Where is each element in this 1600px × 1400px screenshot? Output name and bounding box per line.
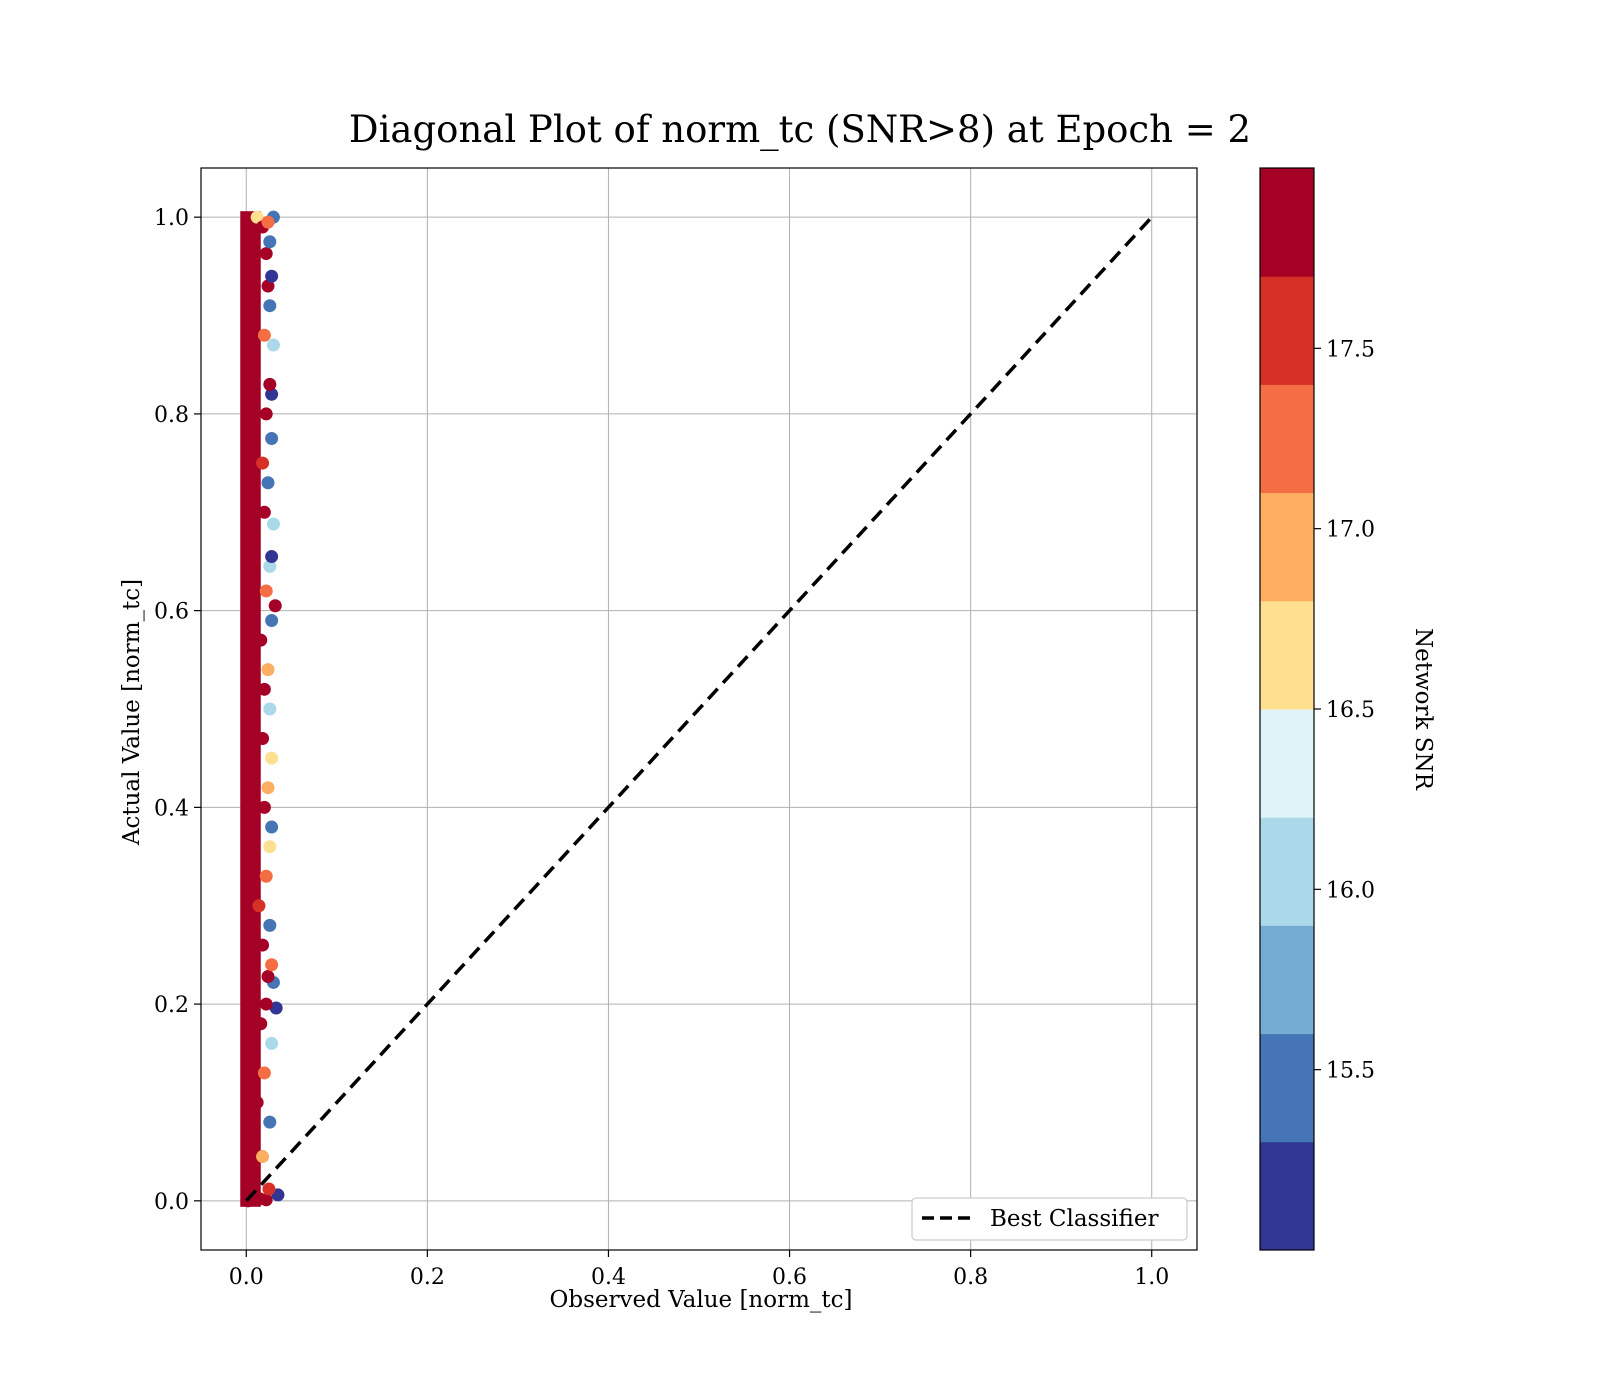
scatter-point <box>261 279 275 293</box>
scatter-point <box>265 613 279 627</box>
scatter-point <box>265 820 279 834</box>
scatter-point <box>263 235 277 249</box>
scatter-point <box>265 387 279 401</box>
y-tick-label: 0.4 <box>154 796 189 821</box>
y-axis-label: Actual Value [norm_tc] <box>119 579 145 846</box>
colorbar-band <box>1260 925 1314 1035</box>
legend-entry-best-classifier: Best Classifier <box>990 1206 1158 1232</box>
scatter-point <box>250 1095 264 1109</box>
scatter-point <box>243 1164 257 1178</box>
colorbar-band <box>1260 384 1314 494</box>
scatter-point <box>256 1150 270 1164</box>
scatter-points <box>241 210 285 1208</box>
scatter-point <box>263 1115 277 1129</box>
scatter-point <box>257 328 271 342</box>
scatter-point <box>257 505 271 519</box>
colorbar-tick-label: 16.5 <box>1326 698 1375 723</box>
colorbar-tick-label: 17.5 <box>1326 337 1375 362</box>
legend-box <box>911 1197 1188 1241</box>
y-tick-label: 0.6 <box>154 600 189 625</box>
colorbar-tick-label: 17.0 <box>1326 518 1375 543</box>
scatter-point <box>256 938 270 952</box>
scatter-point <box>265 1036 279 1050</box>
scatter-point <box>265 751 279 765</box>
legend: Best Classifier <box>911 1197 1188 1241</box>
scatter-point <box>261 781 275 795</box>
scatter-point <box>259 1193 273 1207</box>
x-axis: 0.0 0.2 0.4 0.6 0.8 1.0 <box>229 1250 1169 1290</box>
scatter-point <box>265 550 279 564</box>
scatter-point <box>262 1182 276 1196</box>
scatter-point <box>263 559 277 573</box>
scatter-point <box>259 584 273 598</box>
scatter-point <box>257 682 271 696</box>
scatter-point <box>261 476 275 490</box>
colorbar-ticks: 15.5 16.0 16.5 17.0 17.5 <box>1314 337 1375 1084</box>
scatter-point <box>268 599 282 613</box>
scatter-point <box>252 899 266 913</box>
scatter-point <box>263 299 277 313</box>
scatter-point <box>265 958 279 972</box>
x-tick-label: 0.8 <box>953 1265 988 1290</box>
colorbar: 15.5 16.0 16.5 17.0 17.5 Network SNR <box>1259 167 1436 1251</box>
dense-column-band <box>240 211 261 1207</box>
scatter-point <box>256 732 270 746</box>
scatter-point <box>261 970 275 984</box>
scatter-point <box>261 215 275 229</box>
scatter-point <box>254 1017 268 1031</box>
scatter-point <box>259 997 273 1011</box>
x-tick-label: 1.0 <box>1134 1265 1169 1290</box>
scatter-point <box>263 840 277 854</box>
colorbar-bands <box>1260 168 1314 1251</box>
y-axis: 0.0 0.2 0.4 0.6 0.8 1.0 <box>154 206 201 1215</box>
scatter-point <box>266 517 280 531</box>
scatter-point <box>256 456 270 470</box>
y-tick-label: 0.8 <box>154 403 189 428</box>
x-axis-label: Observed Value [norm_tc] <box>550 1287 853 1313</box>
best-classifier-line <box>244 215 1154 1203</box>
scatter-point <box>261 663 275 677</box>
colorbar-band <box>1260 709 1314 818</box>
y-tick-label: 0.2 <box>154 993 189 1018</box>
colorbar-band <box>1260 168 1314 277</box>
colorbar-tick-label: 16.0 <box>1326 878 1375 903</box>
scatter-point <box>266 338 280 352</box>
scatter-point <box>263 377 277 391</box>
colorbar-band <box>1260 1033 1314 1143</box>
x-tick-label: 0.4 <box>591 1265 626 1290</box>
y-tick-label: 0.0 <box>154 1190 189 1215</box>
scatter-point <box>259 869 273 883</box>
colorbar-band <box>1260 492 1314 602</box>
scatter-point <box>263 702 277 716</box>
scatter-point <box>265 432 279 445</box>
colorbar-band <box>1260 817 1314 926</box>
scatter-point <box>257 1066 271 1080</box>
x-tick-label: 0.2 <box>410 1265 445 1290</box>
scatter-point <box>269 1001 283 1015</box>
scatter-point <box>257 800 271 814</box>
scatter-point <box>259 407 273 421</box>
dense-point-column <box>240 211 261 1207</box>
colorbar-tick-label: 15.5 <box>1326 1059 1375 1084</box>
colorbar-band <box>1260 276 1314 385</box>
y-tick-label: 1.0 <box>154 206 189 231</box>
plot-frame <box>200 167 1198 1251</box>
scatter-point <box>265 269 279 283</box>
colorbar-label: Network SNR <box>1410 628 1436 791</box>
scatter-point <box>250 210 264 224</box>
grid <box>201 168 1197 1250</box>
scatter-point <box>263 918 277 932</box>
scatter-point <box>259 247 273 261</box>
scatter-point <box>254 633 268 647</box>
x-tick-label: 0.6 <box>772 1265 807 1290</box>
colorbar-band <box>1260 600 1314 710</box>
x-tick-label: 0.0 <box>229 1265 264 1290</box>
chart-title: Diagonal Plot of norm_tc (SNR>8) at Epoc… <box>349 108 1251 152</box>
colorbar-band <box>1260 1141 1314 1251</box>
